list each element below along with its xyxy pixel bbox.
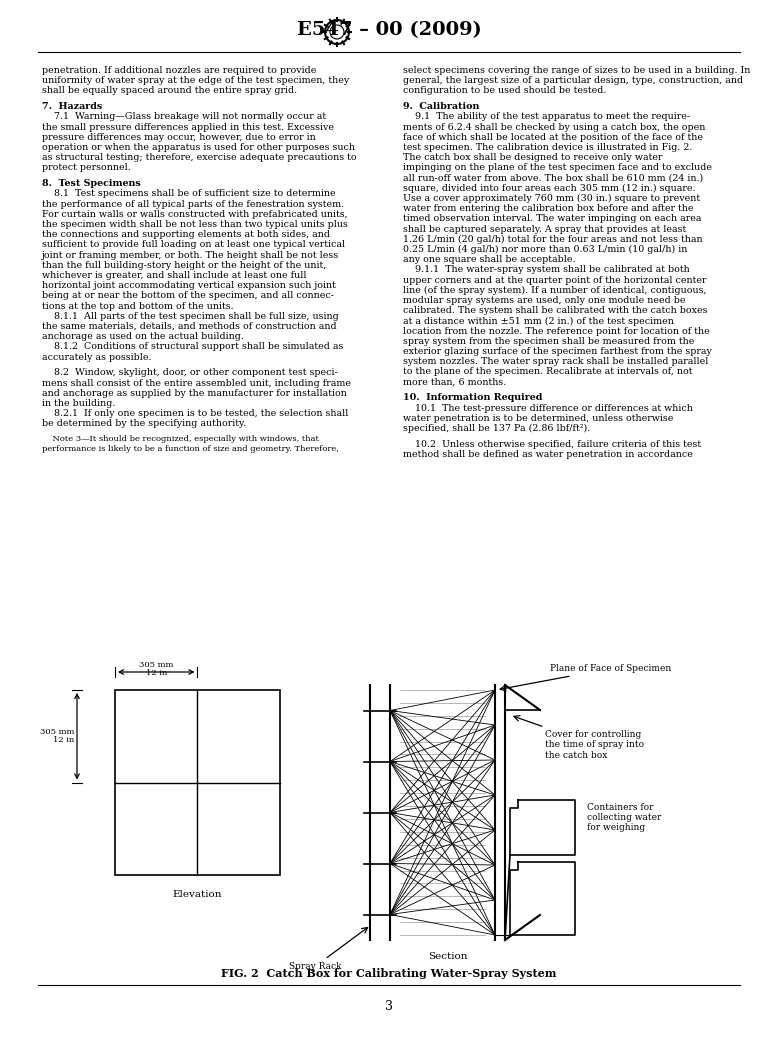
Text: location from the nozzle. The reference point for location of the: location from the nozzle. The reference … — [403, 327, 710, 335]
Text: Elevation: Elevation — [173, 890, 223, 899]
Text: ments of 6.2.4 shall be checked by using a catch box, the open: ments of 6.2.4 shall be checked by using… — [403, 123, 706, 131]
Text: 12 in: 12 in — [53, 736, 74, 744]
Text: Use a cover approximately 760 mm (30 in.) square to prevent: Use a cover approximately 760 mm (30 in.… — [403, 194, 700, 203]
Text: configuration to be used should be tested.: configuration to be used should be teste… — [403, 86, 606, 96]
Text: uniformity of water spray at the edge of the test specimen, they: uniformity of water spray at the edge of… — [42, 76, 349, 85]
Text: and anchorage as supplied by the manufacturer for installation: and anchorage as supplied by the manufac… — [42, 389, 347, 398]
Text: method shall be defined as water penetration in accordance: method shall be defined as water penetra… — [403, 450, 693, 459]
Text: upper corners and at the quarter point of the horizontal center: upper corners and at the quarter point o… — [403, 276, 706, 284]
Text: face of which shall be located at the position of the face of the: face of which shall be located at the po… — [403, 133, 703, 142]
Text: shall be equally spaced around the entire spray grid.: shall be equally spaced around the entir… — [42, 86, 297, 96]
Text: 3: 3 — [385, 1000, 393, 1013]
Text: 8.  Test Specimens: 8. Test Specimens — [42, 179, 141, 188]
Text: For curtain walls or walls constructed with prefabricated units,: For curtain walls or walls constructed w… — [42, 210, 348, 219]
Text: 8.2.1  If only one specimen is to be tested, the selection shall: 8.2.1 If only one specimen is to be test… — [42, 409, 349, 418]
Text: pressure differences may occur, however, due to error in: pressure differences may occur, however,… — [42, 133, 316, 142]
Text: performance is likely to be a function of size and geometry. Therefore,: performance is likely to be a function o… — [42, 446, 339, 454]
Text: any one square shall be acceptable.: any one square shall be acceptable. — [403, 255, 576, 264]
Text: test specimen. The calibration device is illustrated in Fig. 2.: test specimen. The calibration device is… — [403, 143, 692, 152]
Text: general, the largest size of a particular design, type, construction, and: general, the largest size of a particula… — [403, 76, 743, 85]
Text: 8.1.1  All parts of the test specimen shall be full size, using: 8.1.1 All parts of the test specimen sha… — [42, 312, 338, 321]
Text: water from entering the calibration box before and after the: water from entering the calibration box … — [403, 204, 693, 213]
Text: being at or near the bottom of the specimen, and all connec-: being at or near the bottom of the speci… — [42, 291, 334, 301]
Text: exterior glazing surface of the specimen farthest from the spray: exterior glazing surface of the specimen… — [403, 347, 712, 356]
Text: the specimen width shall be not less than two typical units plus: the specimen width shall be not less tha… — [42, 220, 348, 229]
Text: at a distance within ±51 mm (2 in.) of the test specimen: at a distance within ±51 mm (2 in.) of t… — [403, 316, 674, 326]
Text: shall be captured separately. A spray that provides at least: shall be captured separately. A spray th… — [403, 225, 686, 233]
Text: impinging on the plane of the test specimen face and to exclude: impinging on the plane of the test speci… — [403, 163, 712, 173]
Text: 8.1.2  Conditions of structural support shall be simulated as: 8.1.2 Conditions of structural support s… — [42, 342, 343, 352]
Text: Spray Rack: Spray Rack — [289, 928, 368, 971]
Text: the same materials, details, and methods of construction and: the same materials, details, and methods… — [42, 322, 337, 331]
Text: E547 – 00 (2009): E547 – 00 (2009) — [296, 21, 482, 39]
Text: the connections and supporting elements at both sides, and: the connections and supporting elements … — [42, 230, 330, 239]
Text: 10.2  Unless otherwise specified, failure criteria of this test: 10.2 Unless otherwise specified, failure… — [403, 440, 701, 449]
Text: the small pressure differences applied in this test. Excessive: the small pressure differences applied i… — [42, 123, 334, 131]
Text: accurately as possible.: accurately as possible. — [42, 353, 152, 361]
Text: whichever is greater, and shall include at least one full: whichever is greater, and shall include … — [42, 271, 307, 280]
Text: horizontal joint accommodating vertical expansion such joint: horizontal joint accommodating vertical … — [42, 281, 336, 290]
Text: in the building.: in the building. — [42, 399, 115, 408]
Text: the performance of all typical parts of the fenestration system.: the performance of all typical parts of … — [42, 200, 344, 208]
Text: than the full building-story height or the height of the unit,: than the full building-story height or t… — [42, 261, 326, 270]
Text: 9.1.1  The water-spray system shall be calibrated at both: 9.1.1 The water-spray system shall be ca… — [403, 265, 690, 275]
Text: anchorage as used on the actual building.: anchorage as used on the actual building… — [42, 332, 244, 341]
Text: system nozzles. The water spray rack shall be installed parallel: system nozzles. The water spray rack sha… — [403, 357, 709, 366]
Text: timed observation interval. The water impinging on each area: timed observation interval. The water im… — [403, 214, 702, 224]
Text: Plane of Face of Specimen: Plane of Face of Specimen — [500, 664, 671, 691]
Text: 7.1  Warning—Glass breakage will not normally occur at: 7.1 Warning—Glass breakage will not norm… — [42, 112, 326, 122]
Text: calibrated. The system shall be calibrated with the catch boxes: calibrated. The system shall be calibrat… — [403, 306, 707, 315]
Text: all run-off water from above. The box shall be 610 mm (24 in.): all run-off water from above. The box sh… — [403, 174, 703, 182]
Text: 305 mm: 305 mm — [139, 661, 173, 669]
Text: 9.1  The ability of the test apparatus to meet the require-: 9.1 The ability of the test apparatus to… — [403, 112, 690, 122]
Text: Cover for controlling
the time of spray into
the catch box: Cover for controlling the time of spray … — [514, 715, 644, 760]
Text: 305 mm: 305 mm — [40, 729, 74, 736]
Text: Containers for
collecting water
for weighing: Containers for collecting water for weig… — [587, 803, 661, 833]
Text: be determined by the specifying authority.: be determined by the specifying authorit… — [42, 420, 246, 429]
Text: line (of the spray system). If a number of identical, contiguous,: line (of the spray system). If a number … — [403, 286, 706, 295]
Text: 10.1  The test-pressure difference or differences at which: 10.1 The test-pressure difference or dif… — [403, 404, 693, 412]
Text: 8.2  Window, skylight, door, or other component test speci-: 8.2 Window, skylight, door, or other com… — [42, 369, 338, 378]
Text: 10.  Information Required: 10. Information Required — [403, 393, 542, 403]
Text: penetration. If additional nozzles are required to provide: penetration. If additional nozzles are r… — [42, 66, 317, 75]
Text: operation or when the apparatus is used for other purposes such: operation or when the apparatus is used … — [42, 143, 355, 152]
Text: square, divided into four areas each 305 mm (12 in.) square.: square, divided into four areas each 305… — [403, 184, 696, 193]
Text: tions at the top and bottom of the units.: tions at the top and bottom of the units… — [42, 302, 233, 310]
Text: FIG. 2  Catch Box for Calibrating Water-Spray System: FIG. 2 Catch Box for Calibrating Water-S… — [221, 968, 557, 979]
Text: select specimens covering the range of sizes to be used in a building. In: select specimens covering the range of s… — [403, 66, 750, 75]
Text: 9.  Calibration: 9. Calibration — [403, 102, 479, 111]
Text: modular spray systems are used, only one module need be: modular spray systems are used, only one… — [403, 296, 685, 305]
Text: sufficient to provide full loading on at least one typical vertical: sufficient to provide full loading on at… — [42, 240, 345, 250]
Text: 8.1  Test specimens shall be of sufficient size to determine: 8.1 Test specimens shall be of sufficien… — [42, 189, 335, 199]
Text: protect personnel.: protect personnel. — [42, 163, 131, 173]
Text: water penetration is to be determined, unless otherwise: water penetration is to be determined, u… — [403, 414, 674, 423]
Text: 7.  Hazards: 7. Hazards — [42, 102, 102, 111]
Text: to the plane of the specimen. Recalibrate at intervals of, not: to the plane of the specimen. Recalibrat… — [403, 367, 692, 377]
Text: joint or framing member, or both. The height shall be not less: joint or framing member, or both. The he… — [42, 251, 339, 259]
Text: mens shall consist of the entire assembled unit, including frame: mens shall consist of the entire assembl… — [42, 379, 351, 387]
Text: spray system from the specimen shall be measured from the: spray system from the specimen shall be … — [403, 337, 695, 346]
Text: specified, shall be 137 Pa (2.86 lbf/ft²).: specified, shall be 137 Pa (2.86 lbf/ft²… — [403, 424, 591, 433]
Text: Section: Section — [428, 953, 468, 961]
Text: as structural testing; therefore, exercise adequate precautions to: as structural testing; therefore, exerci… — [42, 153, 356, 162]
Text: The catch box shall be designed to receive only water: The catch box shall be designed to recei… — [403, 153, 663, 162]
Text: Note 3—It should be recognized, especially with windows, that: Note 3—It should be recognized, especial… — [42, 435, 319, 443]
Text: 0.25 L/min (4 gal/h) nor more than 0.63 L/min (10 gal/h) in: 0.25 L/min (4 gal/h) nor more than 0.63 … — [403, 245, 688, 254]
Text: more than, 6 months.: more than, 6 months. — [403, 378, 506, 386]
Text: 12 in: 12 in — [145, 669, 166, 677]
Bar — [115, 690, 280, 875]
Text: 1.26 L/min (20 gal/h) total for the four areas and not less than: 1.26 L/min (20 gal/h) total for the four… — [403, 235, 703, 244]
